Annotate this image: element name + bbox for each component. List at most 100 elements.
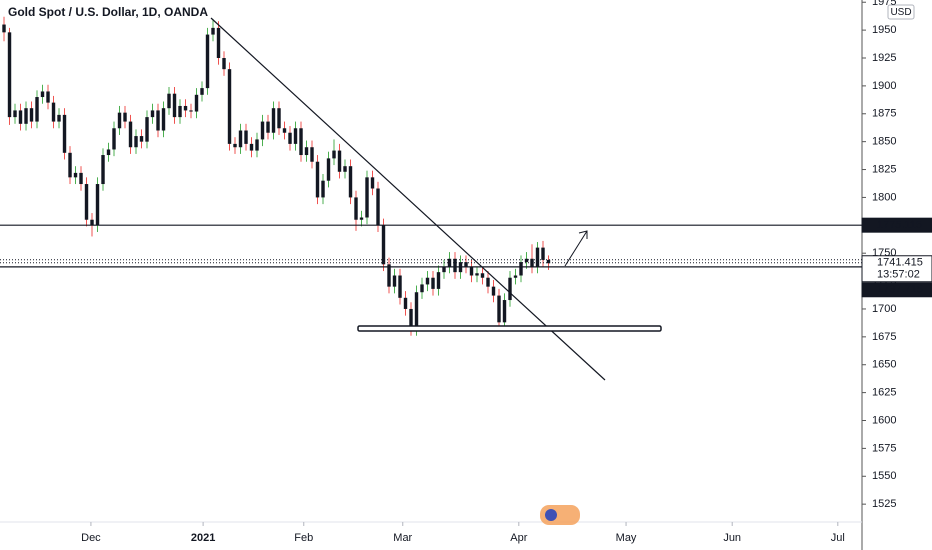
y-tick-label: 1525: [872, 498, 896, 510]
candle-body: [425, 277, 430, 285]
candle-body: [436, 272, 441, 289]
candle-body: [222, 58, 226, 70]
candle-body: [266, 121, 270, 133]
candle-body: [431, 277, 435, 289]
candle-body: [29, 108, 34, 122]
candle-body: [453, 258, 457, 273]
candle-body: [95, 184, 100, 226]
candle-body: [13, 110, 17, 118]
candle-body: [123, 112, 127, 122]
candle-body: [282, 128, 287, 133]
candle-body: [18, 110, 23, 124]
candle-body: [189, 110, 193, 112]
y-tick-label: 1925: [872, 52, 896, 64]
candle-body: [508, 277, 512, 301]
candle-body: [194, 94, 199, 112]
candle-body: [546, 259, 551, 264]
candle-body: [387, 264, 391, 287]
x-tick-label: 2021: [191, 532, 215, 544]
candle-body: [277, 108, 281, 129]
y-tick-label: 1875: [872, 108, 896, 120]
candle-body: [183, 105, 188, 111]
y-tick-label: 1650: [872, 359, 896, 371]
candle-body: [502, 300, 507, 323]
candle-body: [7, 32, 12, 118]
candle-body: [310, 147, 314, 162]
candle-body: [337, 150, 342, 172]
candle-body: [271, 108, 276, 133]
y-tick-label: 1625: [872, 387, 896, 399]
candle-body: [68, 152, 72, 178]
candle-body: [156, 110, 160, 131]
candle-body: [365, 177, 369, 218]
candle-body: [62, 114, 67, 153]
candle-body: [84, 184, 89, 220]
candle-body: [513, 275, 518, 278]
candle-body: [475, 273, 479, 276]
candle-body: [2, 24, 6, 33]
candle-body: [332, 150, 336, 159]
currency-box: [887, 4, 915, 20]
candle-body: [161, 108, 166, 131]
y-tick-label: 1600: [872, 414, 896, 426]
chart-title: Gold Spot / U.S. Dollar, 1D, OANDA: [8, 5, 208, 19]
candle-body: [57, 114, 61, 122]
candle-body: [409, 308, 413, 330]
price-label: 1775.115: [877, 219, 922, 231]
candle-body: [464, 262, 468, 267]
candle-body: [216, 27, 221, 58]
candle-body: [40, 91, 45, 98]
candle-body: [178, 105, 182, 118]
candle-body: [244, 130, 248, 144]
candle-body: [24, 108, 28, 124]
currency-label: USD: [890, 7, 911, 18]
candle-body: [541, 247, 545, 260]
y-tick-label: 1700: [872, 303, 896, 315]
countdown-label: 13:57:02: [877, 269, 920, 281]
candle-body: [519, 262, 523, 276]
candle-body: [227, 69, 232, 144]
candle-body: [112, 128, 116, 150]
candle-body: [315, 161, 320, 198]
candle-body: [354, 197, 358, 220]
candle-body: [117, 112, 122, 129]
plot: [2, 16, 551, 336]
candle-body: [90, 219, 94, 226]
candle-body: [497, 295, 501, 323]
candle-body: [211, 27, 215, 35]
x-tick-label: Jun: [723, 532, 741, 544]
candle-body: [403, 297, 408, 309]
candle-body: [326, 158, 331, 181]
candle-body: [398, 275, 402, 298]
candle-body: [486, 277, 490, 287]
candle-body: [414, 292, 419, 330]
y-tick-label: 1550: [872, 470, 896, 482]
candle-body: [35, 97, 39, 122]
x-tick-label: Dec: [81, 532, 101, 544]
candle-body: [299, 128, 303, 156]
candle-body: [392, 275, 397, 287]
candle-body: [442, 266, 446, 273]
candle-body: [249, 143, 254, 151]
price-label-box: [861, 217, 932, 233]
price-label: 1741.415: [877, 257, 923, 269]
y-tick-label: 1675: [872, 331, 896, 343]
candle-body: [381, 225, 386, 265]
candle-body: [233, 143, 237, 148]
candle-body: [480, 273, 485, 278]
candle-body: [530, 258, 534, 267]
y-tick-label: 1950: [872, 24, 896, 36]
x-tick-label: Mar: [393, 532, 412, 544]
candle-body: [420, 284, 424, 293]
y-tick-label: 1575: [872, 442, 896, 454]
candle-body: [101, 155, 105, 185]
x-tick-label: Apr: [510, 532, 527, 544]
candle-body: [321, 180, 325, 198]
candle-body: [359, 217, 364, 220]
candle-body: [293, 128, 298, 144]
candle-body: [205, 34, 210, 89]
candle-body: [46, 91, 50, 103]
candle-body: [172, 93, 177, 118]
candle-body: [51, 102, 56, 122]
